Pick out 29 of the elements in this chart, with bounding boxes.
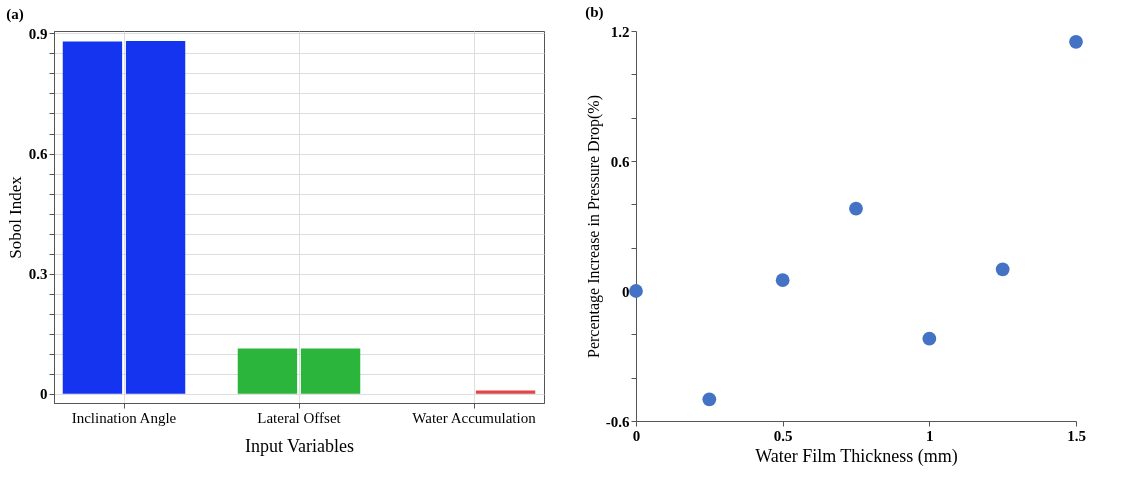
x-axis-title: Input Variables bbox=[244, 435, 355, 456]
x-tick-label: 0 bbox=[632, 427, 641, 444]
x-tick-label: Lateral Offset bbox=[257, 409, 342, 426]
chart-title: (a) bbox=[6, 6, 24, 24]
point bbox=[702, 392, 717, 407]
chart-title: (b) bbox=[585, 4, 604, 21]
x-tick-label: Water Accumulation bbox=[412, 409, 537, 426]
y-tick-label: 0.3 bbox=[28, 266, 48, 283]
y-axis-title: Sobol Index bbox=[5, 175, 25, 259]
x-tick-label: 1.5 bbox=[1067, 427, 1086, 444]
point bbox=[1069, 34, 1083, 49]
y-tick-label: 1.2 bbox=[610, 23, 630, 40]
x-tick-label: Inclination Angle bbox=[71, 409, 177, 426]
y-tick-label: 0.6 bbox=[610, 153, 630, 170]
y-tick-label: -0.6 bbox=[605, 413, 630, 430]
point bbox=[629, 284, 643, 298]
y-tick-label: 0.9 bbox=[28, 25, 48, 42]
point bbox=[775, 273, 790, 288]
bar bbox=[475, 390, 536, 394]
y-axis-title: Percentage Increase in Pressure Drop(%) bbox=[584, 95, 603, 358]
y-tick-label: 0 bbox=[40, 386, 48, 403]
x-tick-label: 1 bbox=[926, 427, 934, 444]
y-tick-label: 0.6 bbox=[28, 146, 48, 163]
x-axis-title: Water Film Thickness (mm) bbox=[755, 445, 958, 467]
y-tick-label: 0 bbox=[622, 283, 630, 300]
x-tick-label: 0.5 bbox=[773, 427, 793, 444]
point bbox=[922, 331, 937, 346]
point bbox=[995, 262, 1010, 277]
point bbox=[849, 201, 863, 216]
